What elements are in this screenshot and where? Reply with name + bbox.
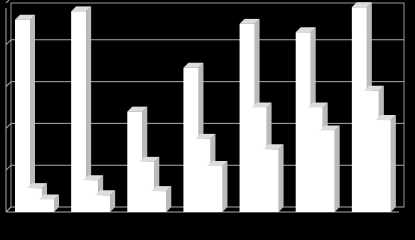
bar-top — [39, 194, 59, 200]
bar-side — [222, 161, 228, 212]
bar-side — [86, 6, 92, 212]
bar-top — [183, 62, 204, 68]
bar-side — [54, 194, 59, 212]
bar-face — [151, 191, 167, 212]
bar-top — [239, 18, 260, 24]
bar-top — [195, 133, 216, 139]
bar-side — [30, 14, 35, 212]
bar-face — [363, 90, 379, 212]
bar-face — [183, 67, 199, 212]
bar-face — [307, 107, 323, 212]
bar-face — [27, 188, 42, 212]
bar — [319, 125, 340, 212]
bar-top — [307, 102, 328, 108]
bar-side — [390, 115, 396, 212]
chart — [5, 0, 405, 213]
bar-top — [207, 161, 228, 167]
bar-top — [263, 144, 284, 150]
bar-face — [251, 107, 267, 212]
bar-top — [83, 175, 104, 181]
bar-top — [95, 190, 116, 196]
bar — [375, 115, 396, 212]
grid-line — [5, 122, 404, 129]
bar-face — [83, 180, 99, 212]
bar-top — [319, 125, 340, 131]
bar-face — [71, 11, 87, 212]
bar-side — [278, 144, 284, 212]
bar — [151, 186, 172, 212]
bar-face — [375, 120, 391, 212]
page: (() => { const data = JSON.parse(documen… — [5, 0, 405, 213]
bar-top — [127, 106, 148, 112]
bar-face — [139, 161, 155, 212]
bar-face — [319, 130, 335, 212]
bar-top — [351, 2, 372, 8]
bar-face — [263, 149, 279, 212]
bar-face — [207, 166, 223, 212]
bar — [207, 161, 228, 212]
bar-top — [71, 6, 92, 12]
bar-face — [295, 32, 311, 213]
bar-top — [15, 14, 35, 20]
bar-top — [295, 27, 316, 33]
bar-side — [166, 186, 172, 212]
bar-side — [334, 125, 340, 212]
bar — [39, 194, 59, 212]
bar-top — [375, 115, 396, 121]
bar-top — [363, 85, 384, 91]
bar-face — [195, 138, 211, 212]
grid-line — [5, 0, 10, 4]
bar-top — [251, 102, 272, 108]
bar-top — [139, 156, 160, 162]
bar-top — [151, 186, 172, 192]
bar-face — [239, 23, 255, 213]
bar-face — [351, 7, 367, 213]
bar — [15, 14, 35, 212]
bar-top — [27, 183, 47, 189]
bar-face — [15, 19, 30, 212]
bar-side — [110, 190, 116, 212]
bar — [95, 190, 116, 212]
bar-face — [95, 195, 111, 212]
bar — [263, 144, 284, 212]
grid-line — [5, 81, 404, 87]
grid-line — [5, 39, 404, 46]
bar — [71, 6, 92, 212]
bar-face — [127, 111, 143, 212]
bar-face — [39, 199, 54, 212]
